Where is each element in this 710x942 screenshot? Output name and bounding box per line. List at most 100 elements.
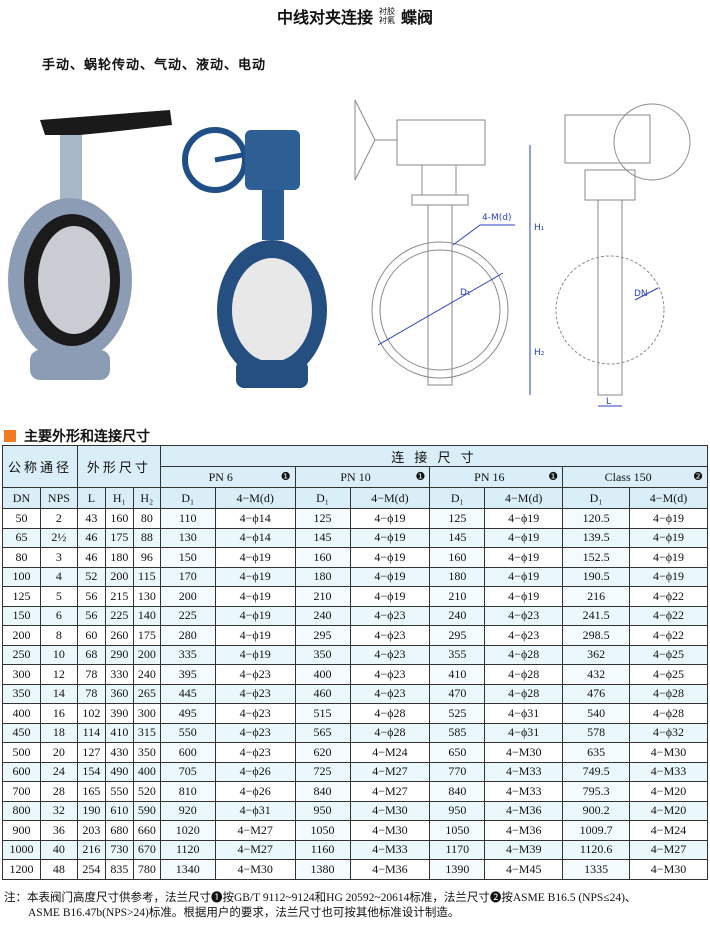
- table-cell: 4−ϕ19: [214, 625, 296, 646]
- table-cell: 200: [132, 644, 161, 665]
- table-row: 80 3 46 180 96 150 4−ϕ19 160 4−ϕ19 160 4−ϕ19 152.5 4…: [2, 547, 708, 568]
- table-cell: 4−ϕ19: [349, 586, 431, 607]
- table-cell: 565: [294, 722, 351, 743]
- table-cell: 20: [39, 742, 78, 763]
- table-cell: 14: [39, 683, 78, 704]
- table-row: 700 28 165 550 520 810 4−ϕ26 840 4−M27 840 4−M33 79…: [2, 781, 708, 802]
- table-cell: 705: [159, 761, 216, 782]
- table-cell: 950: [429, 800, 486, 821]
- header-standard: PN 16 ❶: [429, 466, 564, 488]
- table-cell: 6: [39, 605, 78, 626]
- table-row: 600 24 154 490 400 705 4−ϕ26 725 4−M27 770 4−M33 74…: [2, 761, 708, 782]
- table-cell: 4−M30: [484, 742, 564, 763]
- table-cell: 180: [429, 566, 486, 587]
- table-cell: 470: [429, 683, 486, 704]
- table-cell: 114: [76, 722, 106, 743]
- table-cell: 295: [294, 625, 351, 646]
- table-cell: 4: [39, 566, 78, 587]
- table-cell: 254: [76, 859, 106, 880]
- table-cell: 298.5: [562, 625, 631, 646]
- product-photos: [8, 110, 327, 388]
- table-cell: 410: [429, 664, 486, 685]
- table-cell: 1335: [562, 859, 631, 880]
- table-row: 800 32 190 610 590 920 4−ϕ31 950 4−M30 950 4−M36 90…: [2, 800, 708, 821]
- table-cell: 4−ϕ28: [484, 644, 564, 665]
- table-cell: 165: [76, 781, 106, 802]
- table-cell: 203: [76, 820, 106, 841]
- title-lining-options: 衬胶 衬氟: [379, 7, 395, 25]
- table-cell: 56: [76, 605, 106, 626]
- table-cell: 590: [132, 800, 161, 821]
- table-cell: 48: [39, 859, 78, 880]
- page-title: 中线对夹连接 衬胶 衬氟 蝶阀: [0, 4, 710, 28]
- table-cell: 88: [132, 527, 161, 548]
- table-cell: 28: [39, 781, 78, 802]
- table-cell: 900: [2, 820, 41, 841]
- table-cell: 240: [132, 664, 161, 685]
- table-cell: 80: [2, 547, 41, 568]
- table-cell: 215: [104, 586, 134, 607]
- section-title: 主要外形和连接尺寸: [24, 429, 150, 445]
- table-cell: 1390: [429, 859, 486, 880]
- table-cell: 180: [294, 566, 351, 587]
- header-standard: PN 6 ❶: [159, 466, 296, 488]
- table-cell: 8: [39, 625, 78, 646]
- table-cell: 4−M30: [349, 800, 431, 821]
- table-cell: 460: [294, 683, 351, 704]
- table-cell: 578: [562, 722, 631, 743]
- table-cell: 115: [132, 566, 161, 587]
- table-cell: 280: [159, 625, 216, 646]
- column-header: H₁: [104, 487, 134, 509]
- table-cell: 350: [132, 742, 161, 763]
- table-cell: 100: [2, 566, 41, 587]
- table-cell: 4−ϕ23: [349, 625, 431, 646]
- table-cell: 216: [562, 586, 631, 607]
- dimensions-table: 公称通径 外形尺寸 连 接 尺 寸 PN 6 ❶ PN 10 ❶ PN 16 ❶ Class…: [2, 445, 709, 880]
- table-cell: 445: [159, 683, 216, 704]
- table-cell: 4−M27: [214, 820, 296, 841]
- table-cell: 400: [132, 761, 161, 782]
- column-header: 4−M(d): [484, 487, 564, 509]
- table-cell: 4−ϕ19: [349, 508, 431, 529]
- section-marker-icon: [4, 430, 16, 442]
- table-cell: 4−ϕ23: [214, 722, 296, 743]
- table-cell: 515: [294, 703, 351, 724]
- table-cell: 795.3: [562, 781, 631, 802]
- title-suffix: 蝶阀: [401, 8, 434, 27]
- table-cell: 139.5: [562, 527, 631, 548]
- table-cell: 24: [39, 761, 78, 782]
- table-cell: 585: [429, 722, 486, 743]
- table-cell: 125: [429, 508, 486, 529]
- table-row: 50 2 43 160 80 110 4−ϕ14 125 4−ϕ19 125 4−ϕ19 120.5 4…: [2, 508, 708, 529]
- table-cell: 500: [2, 742, 41, 763]
- table-cell: 56: [76, 586, 106, 607]
- table-cell: 4−M24: [629, 820, 708, 841]
- table-cell: 4−M30: [629, 859, 708, 880]
- column-header: D₁: [562, 487, 631, 509]
- table-cell: 490: [104, 761, 134, 782]
- table-cell: 350: [294, 644, 351, 665]
- table-cell: 68: [76, 644, 106, 665]
- table-cell: 50: [2, 508, 41, 529]
- table-cell: 4−ϕ19: [214, 605, 296, 626]
- table-cell: 749.5: [562, 761, 631, 782]
- table-cell: 145: [429, 527, 486, 548]
- table-cell: 4−ϕ28: [484, 664, 564, 685]
- table-row: 100 4 52 200 115 170 4−ϕ19 180 4−ϕ19 180 4−ϕ19 190.…: [2, 566, 708, 587]
- column-header: D₁: [159, 487, 216, 509]
- table-cell: 1200: [2, 859, 41, 880]
- footnote-line-2: ASME B16.47b(NPS>24)标准。根据用户的要求，法兰尺寸也可按其他…: [28, 907, 460, 919]
- table-cell: 4−ϕ19: [629, 508, 708, 529]
- table-cell: 4−ϕ22: [629, 625, 708, 646]
- table-cell: 4−ϕ19: [629, 527, 708, 548]
- table-cell: 4−ϕ19: [484, 547, 564, 568]
- table-cell: 4−M33: [349, 839, 431, 860]
- table-cell: 395: [159, 664, 216, 685]
- table-cell: 200: [104, 566, 134, 587]
- header-connection: 连 接 尺 寸: [159, 445, 709, 467]
- table-cell: 4−M24: [349, 742, 431, 763]
- table-cell: 175: [104, 527, 134, 548]
- table-cell: 1050: [429, 820, 486, 841]
- table-cell: 10: [39, 644, 78, 665]
- table-cell: 4−ϕ14: [214, 527, 296, 548]
